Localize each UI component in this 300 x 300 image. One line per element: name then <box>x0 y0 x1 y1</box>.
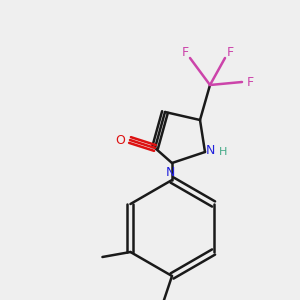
Text: F: F <box>246 76 254 88</box>
Text: H: H <box>219 147 227 157</box>
Text: F: F <box>182 46 189 59</box>
Text: F: F <box>226 46 234 59</box>
Text: N: N <box>165 167 175 179</box>
Text: N: N <box>205 143 215 157</box>
Text: O: O <box>115 134 125 146</box>
